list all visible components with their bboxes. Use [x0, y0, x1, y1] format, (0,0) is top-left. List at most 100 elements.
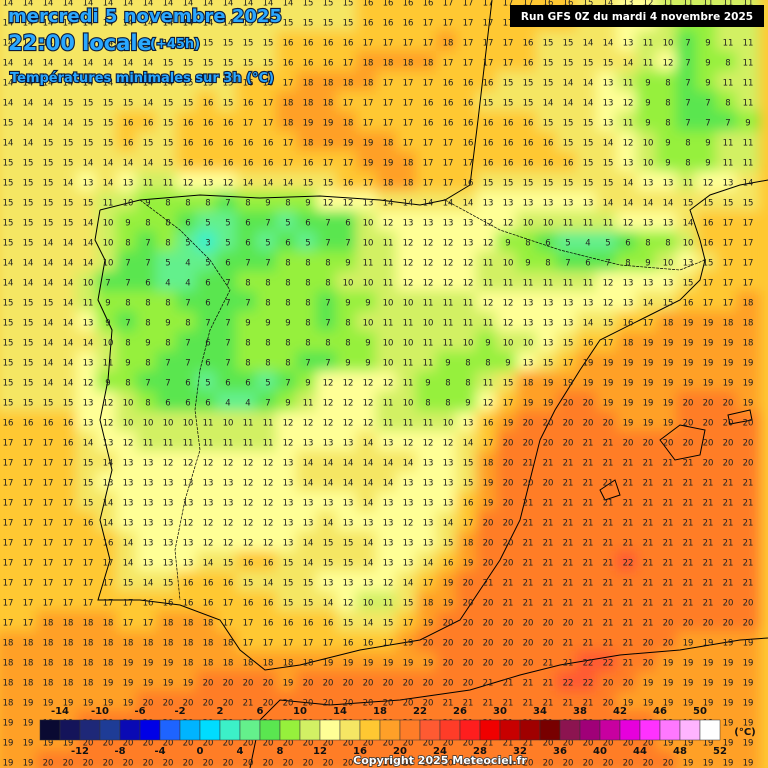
cell-value: 8 [485, 359, 490, 369]
cell-value: 10 [523, 339, 534, 349]
cell-value: 17 [363, 119, 374, 129]
cell-value: 15 [143, 139, 154, 149]
cell-value: 14 [83, 19, 94, 29]
cell-value: 17 [283, 79, 294, 89]
cell-value: 21 [643, 599, 654, 609]
cell-value: 21 [663, 599, 674, 609]
cell-value: 21 [743, 479, 754, 489]
cell-value: 19 [663, 419, 674, 429]
cell-value: 16 [183, 579, 194, 589]
cell-value: 12 [423, 239, 434, 249]
cell-value: 18 [343, 119, 354, 129]
cell-value: 20 [463, 579, 474, 589]
cell-value: 11 [203, 419, 214, 429]
cell-value: 19 [363, 139, 374, 149]
cell-value: 19 [503, 419, 514, 429]
cell-value: 20 [723, 399, 734, 409]
cell-value: 11 [163, 439, 174, 449]
cell-value: 17 [503, 0, 514, 9]
cell-value: 9 [345, 299, 350, 309]
cell-value: 16 [403, 19, 414, 29]
cell-value: 13 [523, 359, 534, 369]
cell-value: 9 [445, 359, 450, 369]
legend-swatch [299, 719, 321, 741]
cell-value: 15 [23, 159, 34, 169]
cell-value: 14 [43, 319, 54, 329]
cell-value: 15 [223, 79, 234, 89]
cell-value: 11 [603, 219, 614, 229]
cell-value: 13 [663, 179, 674, 189]
cell-value: 17 [103, 559, 114, 569]
cell-value: 7 [185, 299, 190, 309]
cell-value: 8 [645, 239, 650, 249]
africa-coast [249, 637, 768, 768]
cell-value: 11 [203, 439, 214, 449]
cell-value: 17 [443, 59, 454, 69]
cell-value: 20 [203, 739, 214, 749]
cell-value: 17 [63, 459, 74, 469]
cell-value: 20 [103, 759, 114, 768]
cell-value: 9 [125, 359, 130, 369]
cell-value: 21 [543, 459, 554, 469]
cell-value: 19 [703, 359, 714, 369]
temperature-cell [396, 751, 420, 768]
cell-value: 12 [263, 539, 274, 549]
cell-value: 18 [403, 59, 414, 69]
cell-value: 20 [83, 759, 94, 768]
cell-value: 16 [203, 139, 214, 149]
cell-value: 13 [343, 439, 354, 449]
cell-value: 20 [623, 679, 634, 689]
cell-value: 8 [545, 259, 550, 269]
cell-value: 10 [543, 219, 554, 229]
cell-value: 17 [263, 99, 274, 109]
cell-value: 14 [583, 39, 594, 49]
cell-value: 16 [523, 39, 534, 49]
cell-value: 19 [663, 399, 674, 409]
temperature-cell [0, 631, 20, 655]
cell-value: 11 [463, 319, 474, 329]
cell-value: 19 [123, 699, 134, 709]
cell-value: 16 [543, 139, 554, 149]
cell-value: 17 [43, 499, 54, 509]
cell-value: 15 [43, 399, 54, 409]
cell-value: 10 [403, 399, 414, 409]
legend-label: 2 [217, 706, 224, 717]
cell-value: 11 [383, 259, 394, 269]
cell-value: 16 [363, 639, 374, 649]
cell-value: 12 [323, 419, 334, 429]
cell-value: 13 [83, 319, 94, 329]
cell-value: 13 [343, 519, 354, 529]
cell-value: 13 [523, 199, 534, 209]
cell-value: 14 [3, 99, 14, 109]
cell-value: 9 [505, 239, 510, 249]
cell-value: 10 [103, 219, 114, 229]
cell-value: 19 [743, 719, 754, 729]
cell-value: 14 [463, 439, 474, 449]
cell-value: 20 [443, 739, 454, 749]
legend-swatch [119, 719, 141, 741]
cell-value: 20 [303, 739, 314, 749]
cell-value: 20 [223, 739, 234, 749]
cell-value: 15 [23, 219, 34, 229]
cell-value: 20 [263, 759, 274, 768]
cell-value: 9 [105, 299, 110, 309]
cell-value: 17 [23, 559, 34, 569]
cell-value: 6 [225, 259, 230, 269]
cell-value: 13 [203, 499, 214, 509]
cell-value: 20 [423, 739, 434, 749]
cell-value: 14 [123, 0, 134, 9]
legend-swatch [659, 719, 681, 741]
cell-value: 20 [503, 639, 514, 649]
cell-value: 16 [483, 119, 494, 129]
temperature-cell [696, 751, 720, 768]
temperature-cell [596, 751, 620, 768]
cell-value: 9 [265, 319, 270, 329]
cell-value: 8 [445, 379, 450, 389]
cell-value: 17 [63, 479, 74, 489]
cell-value: 14 [203, 19, 214, 29]
temperature-cell [476, 751, 500, 768]
cell-value: 13 [183, 479, 194, 489]
cell-value: 10 [83, 279, 94, 289]
cell-value: 13 [123, 519, 134, 529]
